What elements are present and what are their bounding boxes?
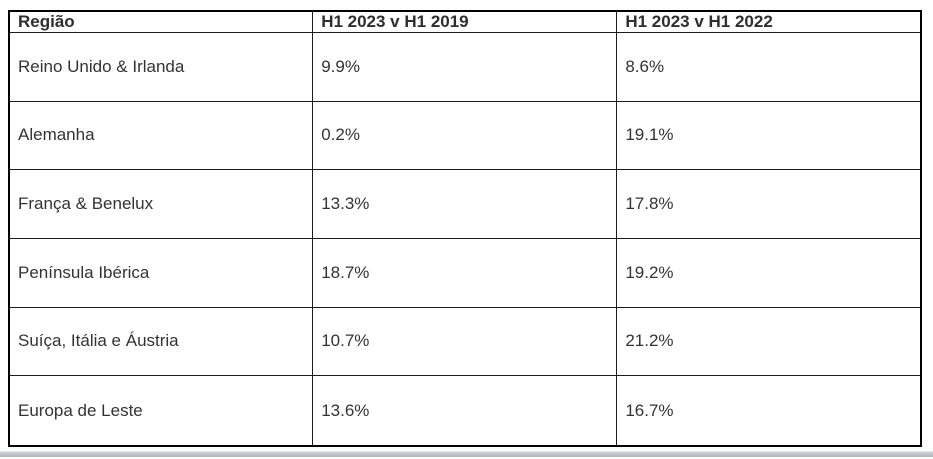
table-row: Europa de Leste 13.6% 16.7% — [8, 375, 922, 447]
v2019-cell: 9.9% — [312, 32, 618, 102]
v2019-cell: 0.2% — [312, 100, 618, 171]
window-bottom-edge — [0, 451, 933, 457]
table-row: França & Benelux 13.3% 17.8% — [8, 169, 922, 239]
column-header-h1-2023-v-2022: H1 2023 v H1 2022 — [616, 10, 922, 33]
v2022-cell: 8.6% — [616, 32, 922, 102]
table-row: Alemanha 0.2% 19.1% — [8, 100, 922, 171]
v2022-cell: 21.2% — [616, 306, 922, 377]
region-cell: Europa de Leste — [8, 375, 314, 447]
v2022-cell: 19.1% — [616, 100, 922, 171]
region-cell: França & Benelux — [8, 169, 314, 239]
table-row: Península Ibérica 18.7% 19.2% — [8, 237, 922, 308]
v2022-cell: 16.7% — [616, 375, 922, 447]
region-cell: Suíça, Itália e Áustria — [8, 306, 314, 377]
region-cell: Alemanha — [8, 100, 314, 171]
column-header-h1-2023-v-2019: H1 2023 v H1 2019 — [312, 10, 618, 33]
table-row: Reino Unido & Irlanda 9.9% 8.6% — [8, 32, 922, 102]
v2022-cell: 19.2% — [616, 237, 922, 308]
table-header-row: Região H1 2023 v H1 2019 H1 2023 v H1 20… — [8, 10, 922, 33]
regions-comparison-table: Região H1 2023 v H1 2019 H1 2023 v H1 20… — [8, 10, 922, 447]
column-header-regiao: Região — [8, 10, 314, 33]
region-cell: Reino Unido & Irlanda — [8, 32, 314, 102]
v2019-cell: 13.6% — [312, 375, 618, 447]
region-cell: Península Ibérica — [8, 237, 314, 308]
table-row: Suíça, Itália e Áustria 10.7% 21.2% — [8, 306, 922, 377]
v2022-cell: 17.8% — [616, 169, 922, 239]
v2019-cell: 13.3% — [312, 169, 618, 239]
v2019-cell: 18.7% — [312, 237, 618, 308]
v2019-cell: 10.7% — [312, 306, 618, 377]
